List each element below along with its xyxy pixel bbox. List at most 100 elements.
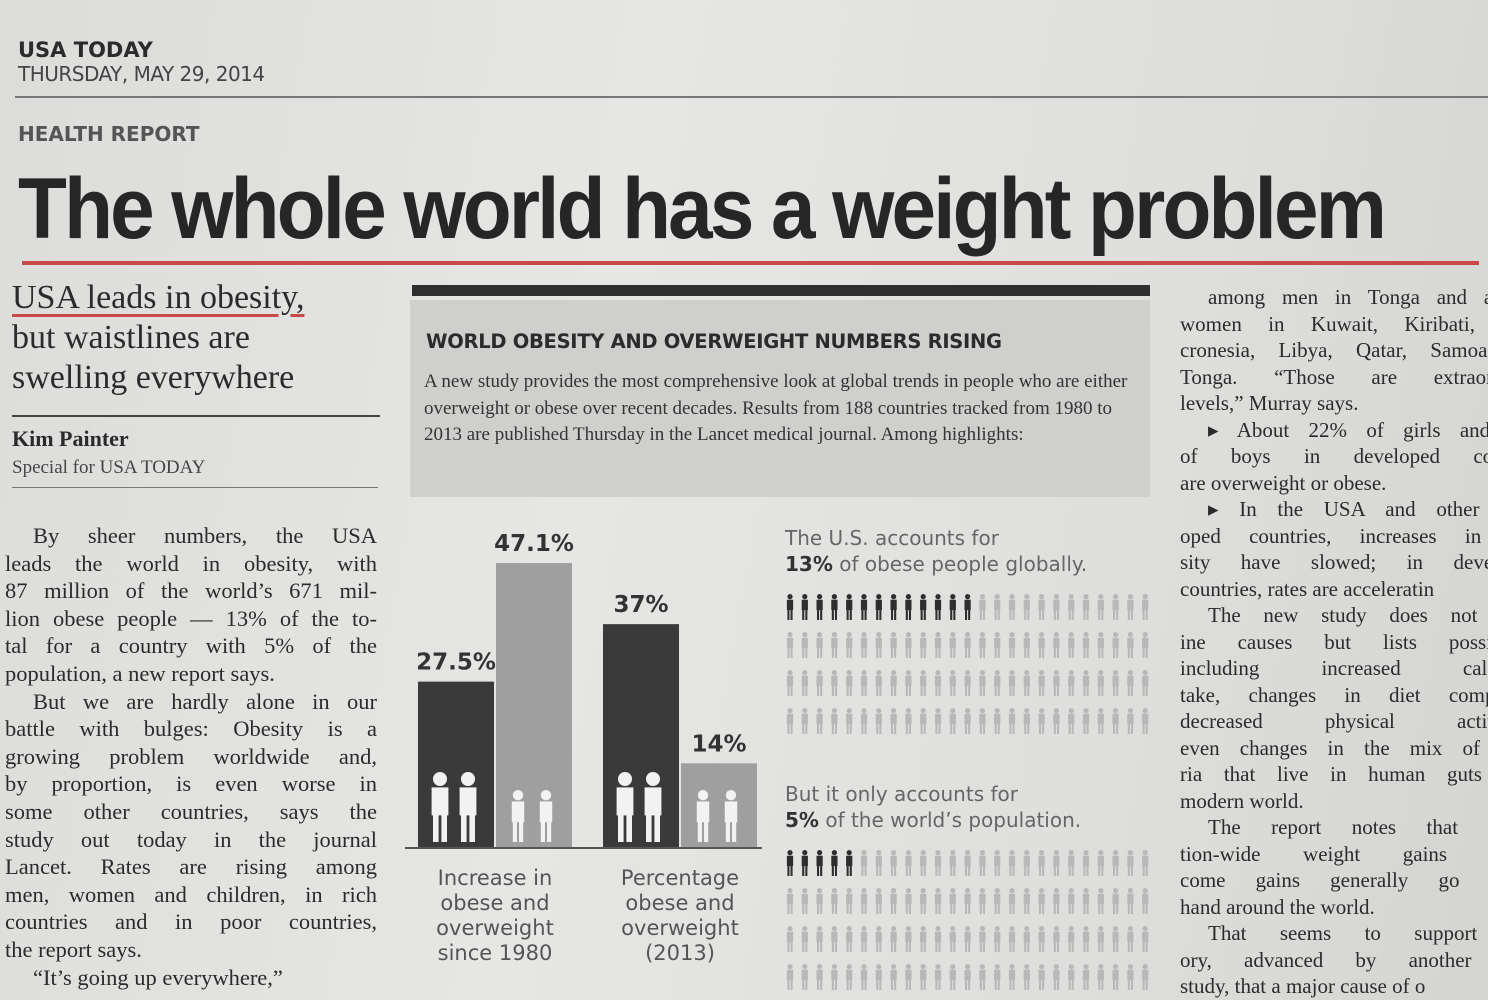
text-line: some other countries, says the [5,798,377,824]
icon [1113,979,1116,990]
icon [920,723,923,734]
figure [1097,964,1104,990]
icon [1142,599,1149,611]
icon [968,685,971,696]
figure [1127,708,1134,734]
icon [787,903,790,914]
icon [1053,637,1060,649]
icon [1127,708,1133,714]
icon [1113,685,1116,696]
icon [831,637,838,649]
icon [1113,723,1116,734]
icon [1027,979,1030,990]
icon [1024,850,1030,856]
icon [1098,685,1101,696]
icon [1042,865,1045,876]
icon [894,979,897,990]
icon [949,713,956,725]
icon [861,941,864,952]
icon [905,888,911,894]
icon [997,979,1000,990]
icon [905,941,908,952]
category-label: Increase in obese and overweight since 1… [436,866,554,965]
icon [908,979,911,990]
icon [950,708,956,714]
icon [997,647,1000,658]
icon [864,723,867,734]
figure [846,926,853,952]
icon [1068,670,1074,676]
icon [1039,850,1045,856]
figure [831,888,838,914]
icon [820,979,823,990]
icon [1127,941,1130,952]
figure-highlighted [905,594,912,620]
figure [1142,888,1149,914]
figure [801,926,808,952]
icon [1071,941,1074,952]
icon [831,594,837,600]
figure [934,632,942,658]
icon [964,969,971,981]
icon [1113,888,1119,894]
icon [1086,903,1089,914]
icon [876,685,879,696]
icon [1027,609,1030,620]
icon [920,685,923,696]
icon [994,964,1000,970]
figure [1053,594,1060,620]
figure [1068,708,1075,734]
text-line: Tonga. “Those are extraordin [1180,364,1488,389]
icon [950,888,956,894]
icon [935,865,938,876]
icon [1053,903,1056,914]
icon [849,685,852,696]
figure [846,632,853,658]
figure [964,926,971,952]
icon [861,926,867,932]
icon [1127,609,1130,620]
icon [831,850,837,856]
icon [1053,926,1059,932]
figure-highlighted [831,850,838,876]
icon [876,979,879,990]
text-line: among men in Tonga and amo [1208,285,1488,309]
icon [820,647,823,658]
icon [787,632,793,638]
figure-highlighted [816,594,823,620]
icon [894,609,897,620]
icon [1023,931,1030,943]
icon [982,609,985,620]
icon [846,893,853,905]
text-line: sity have slowed; in develop [1180,550,1488,574]
icon [879,647,882,658]
text-line: even changes in the mix of ba [1180,735,1488,760]
icon [816,637,823,649]
icon [787,647,790,658]
figure [964,964,971,990]
figure [801,708,808,734]
icon [968,979,971,990]
icon [920,609,923,620]
figure [1082,632,1090,658]
icon [1101,941,1104,952]
icon [1082,931,1090,943]
icon [979,713,986,725]
icon [1142,964,1148,970]
icon [725,821,730,842]
icon [1142,855,1149,867]
icon [787,708,793,714]
icon [1009,941,1012,952]
icon [816,599,823,611]
text-line: leads the world in obesity, with [5,550,377,576]
icon [860,931,868,943]
icon [1039,941,1042,952]
icon [786,855,794,867]
icon [953,685,956,696]
icon [920,647,923,658]
icon [920,594,926,600]
icon [1116,865,1119,876]
icon [1101,979,1104,990]
icon [994,708,1000,714]
